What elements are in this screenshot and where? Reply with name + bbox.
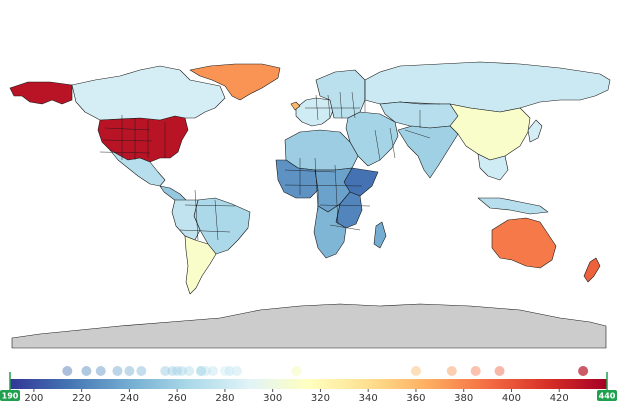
distribution-dot (207, 366, 218, 376)
range-handle-max-label: 440 (599, 392, 616, 401)
colorbar-tick-label: 400 (502, 393, 521, 404)
region-madagascar[interactable] (373, 221, 387, 249)
distribution-dot (196, 366, 207, 376)
region-western-europe[interactable] (295, 97, 335, 127)
colorbar-ticks: 200 220 240 260 280 300 320 340 360 380 400 420 (24, 389, 569, 404)
region-canada[interactable] (71, 65, 226, 121)
region-australia[interactable] (491, 217, 557, 269)
region-new-zealand[interactable] (583, 257, 601, 283)
colorbar-range-slider[interactable]: 200 220 240 260 280 300 320 340 360 380 400 420 190… (0, 352, 619, 406)
region-north-africa[interactable] (284, 129, 359, 171)
distribution-dot (62, 366, 73, 376)
region-greenland[interactable] (189, 63, 281, 101)
distribution-dot (231, 366, 242, 376)
range-handle-min[interactable]: 190 (0, 372, 20, 401)
colorbar-tick-label: 280 (215, 393, 234, 404)
distribution-dot (219, 366, 230, 376)
colorbar-tick-label: 420 (550, 393, 569, 404)
region-middle-east[interactable] (345, 111, 399, 167)
distribution-dot (184, 366, 195, 376)
region-iceland[interactable] (290, 101, 301, 111)
distribution-dot (124, 366, 135, 376)
colorbar-tick-label: 200 (24, 393, 43, 404)
colorbar-tick-label: 220 (72, 393, 91, 404)
range-handle-min-label: 190 (2, 392, 19, 401)
colorbar-tick-label: 340 (359, 393, 378, 404)
distribution-dot (578, 366, 589, 376)
distribution-dot (494, 366, 505, 376)
region-mexico[interactable] (109, 149, 166, 187)
colorbar-tick-label: 320 (311, 393, 330, 404)
distribution-dot (470, 366, 481, 376)
region-antarctica (11, 303, 607, 349)
distribution-dot (224, 366, 235, 376)
distribution-dot (446, 366, 457, 376)
range-handle-max[interactable]: 440 (597, 372, 617, 401)
colorbar-tick-label: 360 (406, 393, 425, 404)
region-west-africa[interactable] (275, 159, 319, 199)
distribution-dot (81, 366, 92, 376)
distribution-dot (291, 366, 302, 376)
distribution-dot (136, 366, 147, 376)
region-southern-africa[interactable] (313, 203, 347, 259)
distribution-dot (231, 366, 242, 376)
distribution-dots (62, 366, 589, 376)
region-south-asia[interactable] (397, 125, 459, 179)
distribution-dot (410, 366, 421, 376)
distribution-dot (112, 366, 123, 376)
countries-layer (9, 61, 611, 349)
distribution-dot (160, 366, 171, 376)
region-southeast-asia[interactable] (477, 153, 509, 181)
region-china[interactable] (449, 103, 531, 161)
distribution-dot (172, 366, 183, 376)
distribution-dot (578, 366, 589, 376)
region-japan[interactable] (527, 119, 543, 143)
distribution-dot (200, 366, 211, 376)
distribution-dot (196, 366, 207, 376)
distribution-dot (291, 366, 302, 376)
region-alaska[interactable] (9, 81, 73, 105)
distribution-dot (196, 366, 207, 376)
colorbar-gradient (10, 379, 607, 389)
world-map[interactable] (0, 0, 619, 352)
distribution-dot (176, 366, 187, 376)
distribution-dot (167, 366, 178, 376)
distribution-dot (224, 366, 235, 376)
country-borders (99, 80, 441, 241)
colorbar-tick-label: 300 (263, 393, 282, 404)
region-indonesia[interactable] (477, 197, 549, 215)
region-united-states[interactable] (97, 115, 189, 163)
region-southern-cone[interactable] (184, 235, 217, 295)
colorbar-tick-label: 380 (454, 393, 473, 404)
colorbar-tick-label: 240 (120, 393, 139, 404)
colorbar-tick-label: 260 (168, 393, 187, 404)
distribution-dot (95, 366, 106, 376)
